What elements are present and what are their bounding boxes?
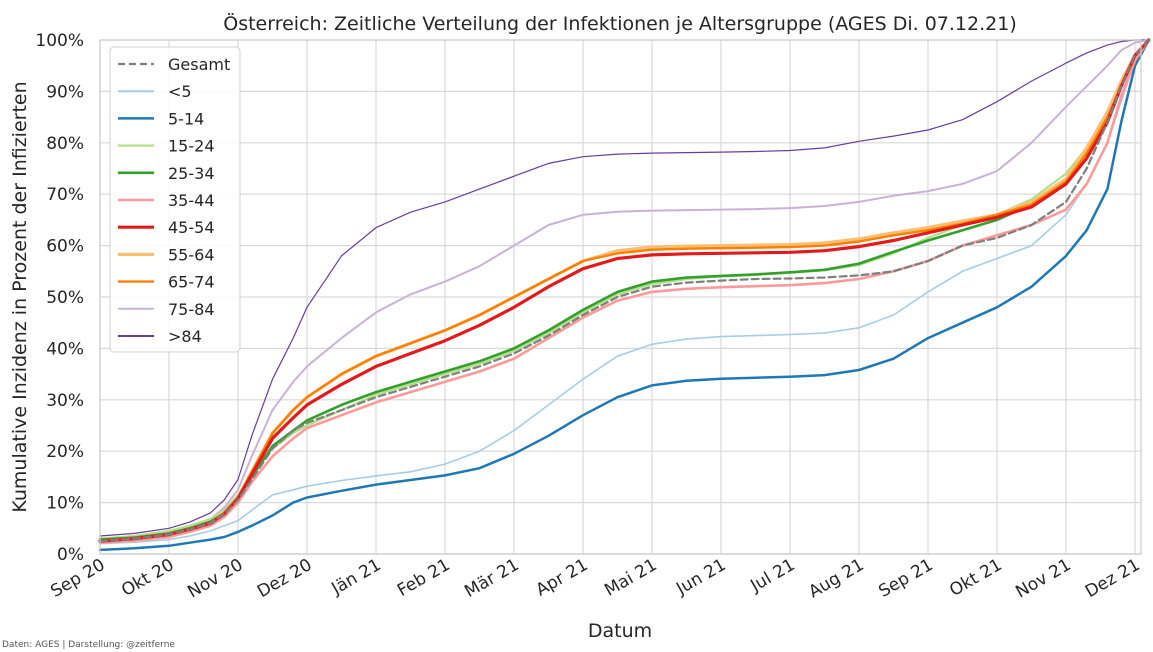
legend-label: 75-84 bbox=[168, 300, 215, 319]
y-tick-label: 20% bbox=[46, 442, 84, 462]
y-axis-label: Kumulative Inzidenz in Prozent der Infiz… bbox=[9, 81, 31, 512]
series-line-gesamt bbox=[98, 38, 1150, 543]
series-line-45-54 bbox=[98, 38, 1151, 543]
legend-label: 65-74 bbox=[168, 273, 215, 292]
x-tick-label: Sep 21 bbox=[875, 555, 936, 602]
x-tick-label: Feb 21 bbox=[394, 555, 453, 601]
legend: Gesamt <5 5-14 15-24 25-34 35-44 45-54 55-64 65-… bbox=[109, 46, 241, 353]
legend-label: Gesamt bbox=[168, 55, 230, 74]
series-line--84 bbox=[99, 39, 1150, 537]
y-tick-label: 10% bbox=[46, 494, 84, 514]
y-tick-label: 30% bbox=[46, 391, 84, 411]
series-line--5 bbox=[99, 39, 1150, 545]
footer-source: Daten: AGES | Darstellung: @zeitferne bbox=[2, 640, 175, 650]
series-lines bbox=[98, 38, 1151, 552]
legend-label: 45-54 bbox=[168, 218, 215, 237]
x-tick-label: Okt 20 bbox=[118, 555, 177, 601]
x-tick-labels: Sep 20 Okt 20 Nov 20 Dez 20 Jän 21 Feb 21 Mär … bbox=[47, 555, 1143, 602]
y-tick-label: 90% bbox=[46, 82, 84, 102]
legend-label: >84 bbox=[168, 327, 202, 346]
x-tick-label: Mai 21 bbox=[601, 555, 660, 601]
x-tick-label: Dez 21 bbox=[1082, 555, 1144, 602]
y-tick-label: 70% bbox=[46, 185, 84, 205]
legend-label: 35-44 bbox=[168, 191, 215, 210]
y-tick-label: 100% bbox=[35, 31, 84, 51]
y-tick-label: 60% bbox=[46, 237, 84, 257]
x-tick-label: Aug 21 bbox=[805, 555, 867, 602]
y-tick-labels: 0% 10% 20% 30% 40% 50% 60% 70% 80% 90% 100% bbox=[35, 31, 84, 565]
y-tick-label: 0% bbox=[57, 545, 84, 565]
x-axis-label: Datum bbox=[588, 620, 652, 642]
x-tick-label: Nov 21 bbox=[1012, 555, 1074, 602]
x-tick-label: Apr 21 bbox=[533, 555, 592, 601]
legend-box bbox=[109, 46, 241, 353]
legend-label: <5 bbox=[168, 82, 192, 101]
series-line-5-14 bbox=[98, 38, 1151, 552]
x-tick-label: Mär 21 bbox=[461, 555, 522, 602]
x-tick-label: Dez 20 bbox=[254, 555, 316, 602]
y-tick-label: 40% bbox=[46, 339, 84, 359]
x-tick-label: Jul 21 bbox=[746, 555, 798, 597]
y-tick-label: 80% bbox=[46, 134, 84, 154]
legend-label: 5-14 bbox=[168, 109, 204, 128]
y-tick-label: 50% bbox=[46, 288, 84, 308]
chart-title: Österreich: Zeitliche Verteilung der Inf… bbox=[223, 12, 1016, 35]
x-tick-label: Okt 21 bbox=[946, 555, 1005, 601]
legend-label: 15-24 bbox=[168, 137, 215, 156]
x-tick-label: Jän 21 bbox=[328, 555, 385, 599]
legend-label: 25-34 bbox=[168, 164, 215, 183]
legend-label: 55-64 bbox=[168, 245, 215, 264]
plot-frame bbox=[99, 39, 1142, 555]
x-tick-label: Jun 21 bbox=[672, 555, 729, 600]
x-tick-label: Nov 20 bbox=[184, 555, 246, 602]
series-line-75-84 bbox=[99, 39, 1150, 541]
